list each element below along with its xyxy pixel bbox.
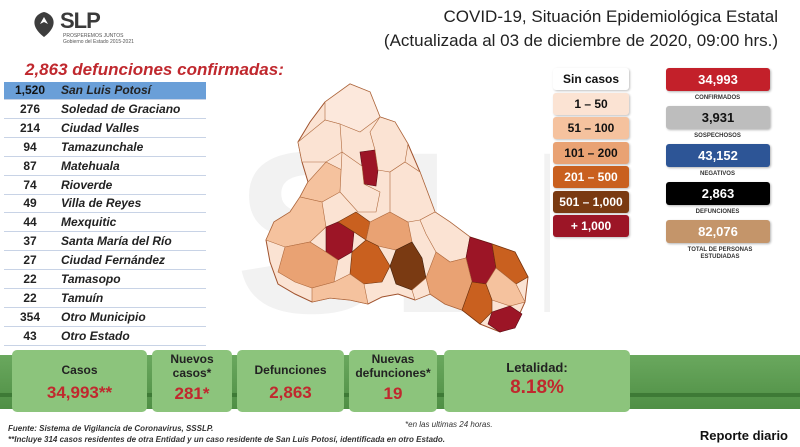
table-row: 22 Tamuín (4, 290, 206, 308)
cases-value: 34,993** (46, 383, 113, 402)
table-row: 87 Matehuala (4, 158, 206, 176)
row-municipality: Tamazunchale (61, 139, 144, 154)
row-count: 74 (23, 177, 37, 192)
deaths-card: Defunciones 2,863 (237, 350, 344, 412)
row-municipality: Ciudad Fernández (61, 253, 166, 268)
row-count: 354 (19, 309, 41, 324)
lethality-label: Letalidad: (506, 360, 568, 375)
stat-value: 82,076 (666, 220, 770, 243)
region-east-mid (411, 277, 431, 301)
new-deaths-card: Nuevas defunciones* 19 (349, 350, 437, 412)
logo-text: SLP (60, 8, 101, 33)
legend-item: Sin casos (553, 68, 629, 90)
row-count: 49 (23, 196, 37, 211)
new-cases-value: 281* (174, 384, 210, 403)
row-municipality: San Luis Potosí (61, 83, 152, 97)
lethality-card: Letalidad: 8.18% (444, 350, 630, 412)
table-row: 37 Santa María del Río (4, 233, 206, 252)
new-cases-label: Nuevos casos* (170, 352, 214, 380)
stat-value: 2,863 (666, 182, 770, 205)
cases-card: Casos 34,993** (12, 350, 147, 412)
stat-label: TOTAL DE PERSONAS ESTUDIADAS (687, 247, 753, 260)
logo-tagline: PROSPEREMOS JUNTOS (63, 33, 124, 39)
legend-item: 1 – 50 (553, 92, 629, 115)
slp-logo: SLP PROSPEREMOS JUNTOS Gobierno del Esta… (30, 8, 134, 46)
new-deaths-value: 19 (383, 384, 403, 403)
deaths-label: Defunciones (254, 363, 327, 377)
table-row: 49 Villa de Reyes (4, 195, 206, 214)
row-count: 27 (23, 253, 37, 268)
footnote: **Incluye 314 casos residentes de otra E… (8, 435, 446, 444)
row-municipality: Otro Municipio (61, 309, 146, 324)
source-note: Fuente: Sistema de Vigilancia de Coronav… (8, 424, 214, 433)
table-row: 74 Rioverde (4, 177, 206, 195)
row-count: 43 (23, 328, 37, 343)
state-choropleth-map: SLP (235, 83, 550, 352)
deaths-value: 2,863 (269, 383, 312, 402)
stat-label: DEFUNCIONES (695, 209, 740, 215)
row-count: 37 (23, 234, 37, 249)
lethality-value: 8.18% (510, 377, 564, 398)
row-municipality: Otro Estado (61, 328, 130, 343)
new-cases-card: Nuevos casos* 281* (152, 350, 232, 412)
stat-value: 43,152 (666, 144, 770, 167)
table-row: 94 Tamazunchale (4, 139, 206, 157)
row-municipality: Tamuín (61, 290, 104, 305)
table-row: 27 Ciudad Fernández (4, 252, 206, 271)
table-row: 43 Otro Estado (4, 328, 206, 346)
table-row: 44 Mexquitic (4, 214, 206, 233)
row-count: 44 (23, 215, 37, 230)
table-row: 214 Ciudad Valles (4, 120, 206, 138)
last24-note: *en las ultimas 24 horas. (405, 420, 493, 429)
legend-item: 201 – 500 (553, 166, 629, 188)
row-municipality: Santa María del Río (61, 234, 172, 249)
row-municipality: Soledad de Graciano (61, 101, 181, 116)
logo-government: Gobierno del Estado 2015-2021 (63, 39, 134, 45)
daily-report-label: Reporte diario (699, 428, 788, 443)
region-southeast (461, 281, 493, 325)
row-municipality: Matehuala (61, 158, 120, 173)
region-south (311, 273, 369, 305)
deaths-heading: 2,863 defunciones confirmadas: (25, 60, 284, 79)
region-huasteca-east (491, 243, 529, 285)
stat-value: 3,931 (666, 106, 770, 129)
stat-label: NEGATIVOS (700, 171, 735, 177)
legend-item: 101 – 200 (553, 141, 629, 164)
table-row: 276 Soledad de Graciano (4, 101, 206, 119)
page-subtitle: (Actualizada al 03 de diciembre de 2020,… (383, 31, 778, 50)
legend-item: + 1,000 (553, 215, 629, 237)
legend-item: 501 – 1,000 (553, 190, 629, 213)
row-municipality: Tamasopo (61, 272, 121, 286)
stat-label: SOSPECHOSOS (694, 133, 741, 139)
row-count: 94 (23, 139, 37, 154)
region-tamazunchale (487, 305, 523, 333)
row-count: 87 (23, 158, 37, 173)
row-count: 22 (23, 290, 37, 305)
row-municipality: Mexquitic (61, 215, 117, 230)
row-count: 276 (19, 101, 41, 116)
row-municipality: Villa de Reyes (61, 196, 142, 211)
row-count: 22 (23, 272, 37, 286)
stat-value: 34,993 (666, 68, 770, 91)
legend-item: 51 – 100 (553, 117, 629, 139)
logo-subtitle: PROSPEREMOS JUNTOS Gobierno del Estado 2… (63, 33, 134, 45)
page-title: COVID-19, Situación Epidemiológica Estat… (443, 7, 779, 26)
table-row: 354 Otro Municipio (4, 309, 206, 327)
row-municipality: Ciudad Valles (61, 120, 140, 135)
region-northwest (297, 119, 343, 163)
cases-label: Casos (61, 363, 98, 377)
stat-label: CONFIRMADOS (694, 95, 741, 101)
region-center-north (339, 151, 381, 213)
logo-emblem-icon (34, 12, 54, 37)
table-row: 22 Tamasopo (4, 271, 206, 289)
row-count: 1,520 (14, 83, 46, 97)
row-count: 214 (19, 120, 41, 135)
table-row: 1,520 San Luis Potosí (4, 82, 206, 100)
new-deaths-label: Nuevas defunciones* (355, 352, 431, 380)
row-municipality: Rioverde (61, 177, 113, 192)
